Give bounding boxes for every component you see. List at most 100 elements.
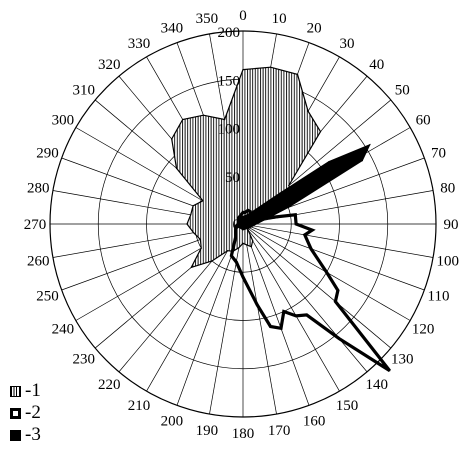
- series-1-point: [270, 66, 272, 68]
- series-1-point: [211, 260, 213, 262]
- grid-spoke-130: [242, 223, 392, 349]
- legend-item-3: -3: [10, 424, 41, 446]
- series-2-point: [311, 229, 313, 231]
- series-2-point: [389, 370, 391, 372]
- series-3-point: [369, 144, 371, 146]
- angle-label-150: 150: [336, 398, 359, 414]
- series-2-point: [237, 223, 239, 225]
- legend-swatch-3: [10, 429, 21, 441]
- radial-tick-200: 200: [218, 25, 241, 41]
- angle-label-130: 130: [391, 351, 414, 367]
- legend-label-3: -3: [25, 424, 41, 445]
- series-1-point: [288, 184, 290, 187]
- series-3-point: [249, 227, 251, 229]
- legend-item-2: -2: [10, 402, 41, 424]
- series-1-point: [246, 244, 248, 246]
- series-3-point: [361, 160, 363, 162]
- series-3-point: [255, 223, 258, 225]
- series-3-point: [328, 161, 330, 163]
- series-2-point: [295, 223, 297, 225]
- series-2-line: [229, 208, 391, 373]
- series-2-point: [244, 212, 246, 214]
- legend-swatch-2: [10, 407, 21, 419]
- angle-label-260: 260: [27, 253, 50, 269]
- angle-label-70: 70: [431, 146, 446, 162]
- angle-label-310: 310: [72, 83, 95, 99]
- legend-label-1: -1: [25, 380, 41, 401]
- series-2-point: [235, 226, 237, 228]
- angle-label-110: 110: [428, 289, 450, 305]
- series-2-point: [269, 325, 272, 328]
- angle-label-340: 340: [161, 21, 184, 37]
- series-1-point: [182, 118, 184, 121]
- angle-label-60: 60: [416, 113, 431, 129]
- series-2-point: [283, 310, 285, 313]
- series-2-point: [249, 210, 251, 213]
- series-2-point: [294, 214, 296, 216]
- angle-label-190: 190: [196, 423, 219, 439]
- radial-tick-50: 50: [225, 170, 240, 186]
- grid-spoke-190: [209, 223, 244, 415]
- series-1-point: [307, 110, 309, 112]
- angle-label-250: 250: [36, 289, 59, 305]
- series-2-point: [230, 255, 232, 257]
- angle-label-100: 100: [437, 253, 460, 269]
- angle-label-230: 230: [72, 351, 95, 367]
- series-1-point: [242, 242, 244, 244]
- grid-spoke-150: [242, 223, 340, 392]
- series-2-point: [247, 209, 249, 211]
- series-1-point: [175, 167, 178, 169]
- grid-spoke-100: [242, 223, 434, 258]
- series-1-area: [171, 66, 322, 269]
- angle-label-120: 120: [412, 322, 435, 338]
- angle-label-240: 240: [52, 322, 75, 338]
- series-1-point: [296, 73, 299, 75]
- angle-label-210: 210: [128, 398, 151, 414]
- series-1-point: [171, 138, 173, 140]
- series-2-point: [295, 315, 297, 317]
- series-2-point: [240, 213, 242, 216]
- series-2-point: [304, 234, 306, 236]
- legend-label-2: -2: [25, 402, 41, 423]
- series-1-point: [224, 118, 226, 121]
- series-1-point: [227, 250, 229, 252]
- angle-label-170: 170: [268, 423, 291, 439]
- series-1-point: [242, 69, 244, 71]
- angle-label-290: 290: [36, 146, 59, 162]
- radial-tick-0: 0: [233, 217, 241, 233]
- angle-label-180: 180: [232, 426, 255, 442]
- grid-spoke-160: [242, 223, 310, 406]
- radial-tick-100: 100: [218, 122, 241, 138]
- angle-label-80: 80: [440, 181, 455, 197]
- series-2-point: [249, 219, 251, 221]
- angle-label-10: 10: [272, 11, 287, 27]
- series-3-point: [279, 192, 281, 194]
- series-2-point: [256, 304, 258, 306]
- series-1-point: [238, 247, 240, 249]
- series-1-point: [252, 240, 254, 242]
- series-2-point: [249, 217, 251, 219]
- series-2-point: [235, 232, 237, 234]
- series-1-point: [190, 266, 192, 268]
- series-2-point: [249, 214, 251, 216]
- series-1-point: [186, 223, 188, 225]
- grid-spoke-110: [242, 223, 425, 291]
- series-2-point: [238, 221, 240, 223]
- angle-label-220: 220: [98, 377, 121, 393]
- legend-swatch-1: [10, 385, 21, 397]
- series-1-point: [193, 232, 195, 234]
- series-1-point: [250, 246, 252, 248]
- series-2-point: [235, 261, 237, 263]
- radial-tick-150: 150: [218, 73, 241, 89]
- series-1-point: [247, 229, 249, 231]
- series-2-point: [306, 314, 308, 316]
- series-1-point: [192, 205, 194, 207]
- angle-label-320: 320: [98, 57, 121, 73]
- angle-label-50: 50: [395, 83, 410, 99]
- series-2-point: [238, 216, 240, 218]
- series-1-point: [199, 238, 201, 241]
- angle-label-90: 90: [444, 217, 459, 233]
- angle-label-350: 350: [196, 11, 219, 27]
